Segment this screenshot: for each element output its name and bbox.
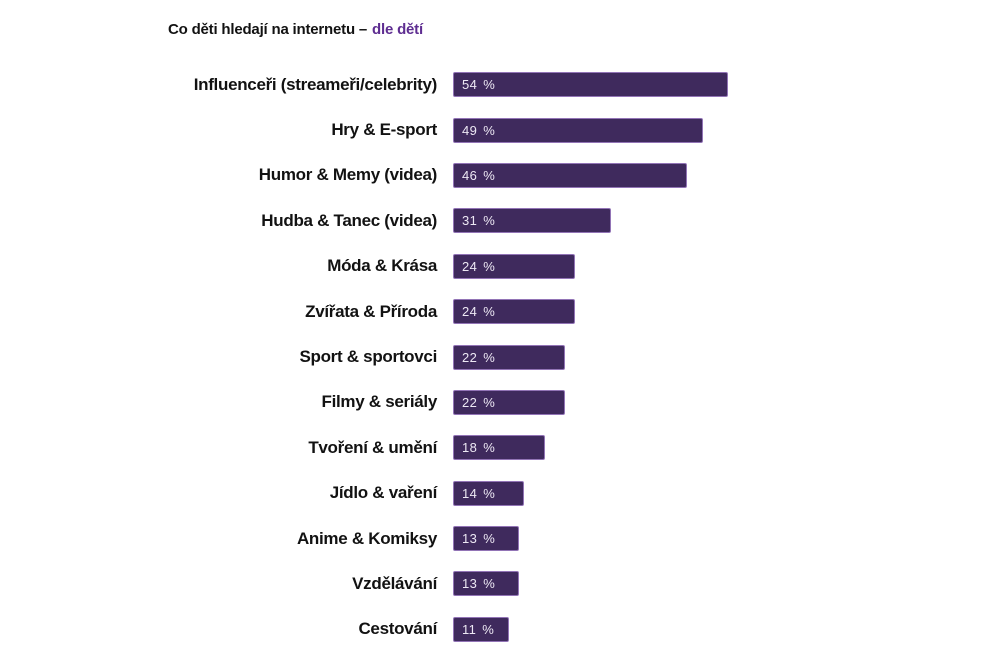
bar-track: 24% bbox=[453, 253, 1000, 279]
bar-track: 24% bbox=[453, 299, 1000, 325]
category-label: Influenceři (streameři/celebrity) bbox=[193, 74, 438, 94]
bar-track: 49% bbox=[453, 117, 1000, 143]
bar: 13% bbox=[453, 526, 520, 552]
value-label: 24% bbox=[462, 259, 495, 274]
value-label: 18% bbox=[462, 440, 495, 455]
value-suffix: % bbox=[483, 485, 496, 501]
value-label: 31% bbox=[462, 213, 495, 228]
value-number: 31 bbox=[462, 213, 478, 229]
chart-title-highlight: dle dětí bbox=[372, 21, 423, 38]
category-label: Cestování bbox=[358, 619, 437, 639]
bar: 14% bbox=[453, 480, 525, 506]
bar: 11% bbox=[453, 616, 510, 642]
category-label: Jídlo & vaření bbox=[329, 483, 438, 503]
bar-row: Humor & Memy (videa) 46% bbox=[0, 153, 1000, 198]
category-label: Hudba & Tanec (videa) bbox=[261, 210, 437, 230]
category-label: Humor & Memy (videa) bbox=[258, 165, 438, 185]
value-suffix: % bbox=[483, 440, 496, 456]
bar-row: Influenceři (streameři/celebrity) 54% bbox=[0, 62, 1000, 107]
bar-track: 13% bbox=[453, 571, 1000, 597]
bar: 22% bbox=[453, 344, 566, 370]
value-number: 46 bbox=[462, 167, 478, 183]
value-label: 24% bbox=[462, 304, 495, 319]
bar-row: Sport & sportovci 22% bbox=[0, 334, 1000, 379]
value-suffix: % bbox=[483, 304, 496, 320]
value-label: 13% bbox=[462, 576, 495, 591]
value-suffix: % bbox=[483, 349, 496, 365]
category-label: Hry & E-sport bbox=[331, 120, 437, 140]
value-number: 54 bbox=[462, 77, 478, 93]
bar-row: Cestování 11% bbox=[0, 607, 1000, 652]
category-label: Filmy & seriály bbox=[321, 392, 437, 412]
value-suffix: % bbox=[483, 122, 496, 138]
value-label: 46% bbox=[462, 168, 495, 183]
value-number: 24 bbox=[462, 258, 478, 274]
value-label: 13% bbox=[462, 531, 495, 546]
value-suffix: % bbox=[482, 621, 495, 637]
value-suffix: % bbox=[483, 531, 496, 547]
value-number: 11 bbox=[462, 621, 477, 637]
value-suffix: % bbox=[483, 213, 496, 229]
bar-row: Hudba & Tanec (videa) 31% bbox=[0, 198, 1000, 243]
bar: 49% bbox=[453, 117, 703, 143]
bar-row: Móda & Krása 24% bbox=[0, 244, 1000, 289]
value-number: 18 bbox=[462, 440, 478, 456]
value-label: 22% bbox=[462, 395, 495, 410]
bar-track: 54% bbox=[453, 72, 1000, 98]
value-number: 49 bbox=[462, 122, 478, 138]
bar-row: Hry & E-sport 49% bbox=[0, 107, 1000, 152]
category-label: Anime & Komiksy bbox=[296, 528, 437, 548]
value-number: 22 bbox=[462, 394, 478, 410]
category-label: Sport & sportovci bbox=[299, 347, 437, 367]
value-label: 11% bbox=[462, 622, 494, 637]
bar: 13% bbox=[453, 571, 520, 597]
bar: 22% bbox=[453, 389, 566, 415]
chart-title: Co děti hledají na internetu – dle dětí bbox=[168, 21, 423, 38]
bar-track: 46% bbox=[453, 162, 1000, 188]
value-number: 14 bbox=[462, 485, 478, 501]
value-suffix: % bbox=[483, 394, 496, 410]
category-label: Tvoření & umění bbox=[308, 437, 437, 457]
bar-rows: Influenceři (streameři/celebrity) 54% Hry … bbox=[0, 62, 1000, 652]
category-label: Móda & Krása bbox=[327, 256, 437, 276]
bar-row: Anime & Komiksy 13% bbox=[0, 516, 1000, 561]
value-number: 13 bbox=[462, 576, 478, 592]
bar-track: 22% bbox=[453, 344, 1000, 370]
chart-title-main: Co děti hledají na internetu – bbox=[168, 21, 368, 38]
value-suffix: % bbox=[483, 77, 496, 93]
bar: 24% bbox=[453, 253, 576, 279]
value-label: 22% bbox=[462, 350, 495, 365]
category-label: Zvířata & Příroda bbox=[305, 301, 437, 321]
bar: 54% bbox=[453, 72, 728, 98]
bar: 46% bbox=[453, 162, 688, 188]
value-suffix: % bbox=[483, 576, 496, 592]
value-label: 49% bbox=[462, 123, 495, 138]
bar: 31% bbox=[453, 208, 611, 234]
value-suffix: % bbox=[483, 167, 496, 183]
bar-row: Tvoření & umění 18% bbox=[0, 425, 1000, 470]
value-number: 24 bbox=[462, 304, 478, 320]
value-number: 13 bbox=[462, 531, 478, 547]
bar-track: 31% bbox=[453, 208, 1000, 234]
bar-row: Vzdělávání 13% bbox=[0, 561, 1000, 606]
bar-track: 18% bbox=[453, 435, 1000, 461]
bar: 18% bbox=[453, 435, 545, 461]
bar-track: 14% bbox=[453, 480, 1000, 506]
bar: 24% bbox=[453, 299, 576, 325]
category-label: Vzdělávání bbox=[352, 573, 437, 593]
bar-track: 11% bbox=[453, 616, 1000, 642]
bar-track: 22% bbox=[453, 389, 1000, 415]
bar-track: 13% bbox=[453, 526, 1000, 552]
value-label: 54% bbox=[462, 77, 495, 92]
bar-row: Zvířata & Příroda 24% bbox=[0, 289, 1000, 334]
value-suffix: % bbox=[483, 258, 496, 274]
bar-row: Filmy & seriály 22% bbox=[0, 380, 1000, 425]
value-number: 22 bbox=[462, 349, 478, 365]
bar-row: Jídlo & vaření 14% bbox=[0, 471, 1000, 516]
value-label: 14% bbox=[462, 486, 495, 501]
